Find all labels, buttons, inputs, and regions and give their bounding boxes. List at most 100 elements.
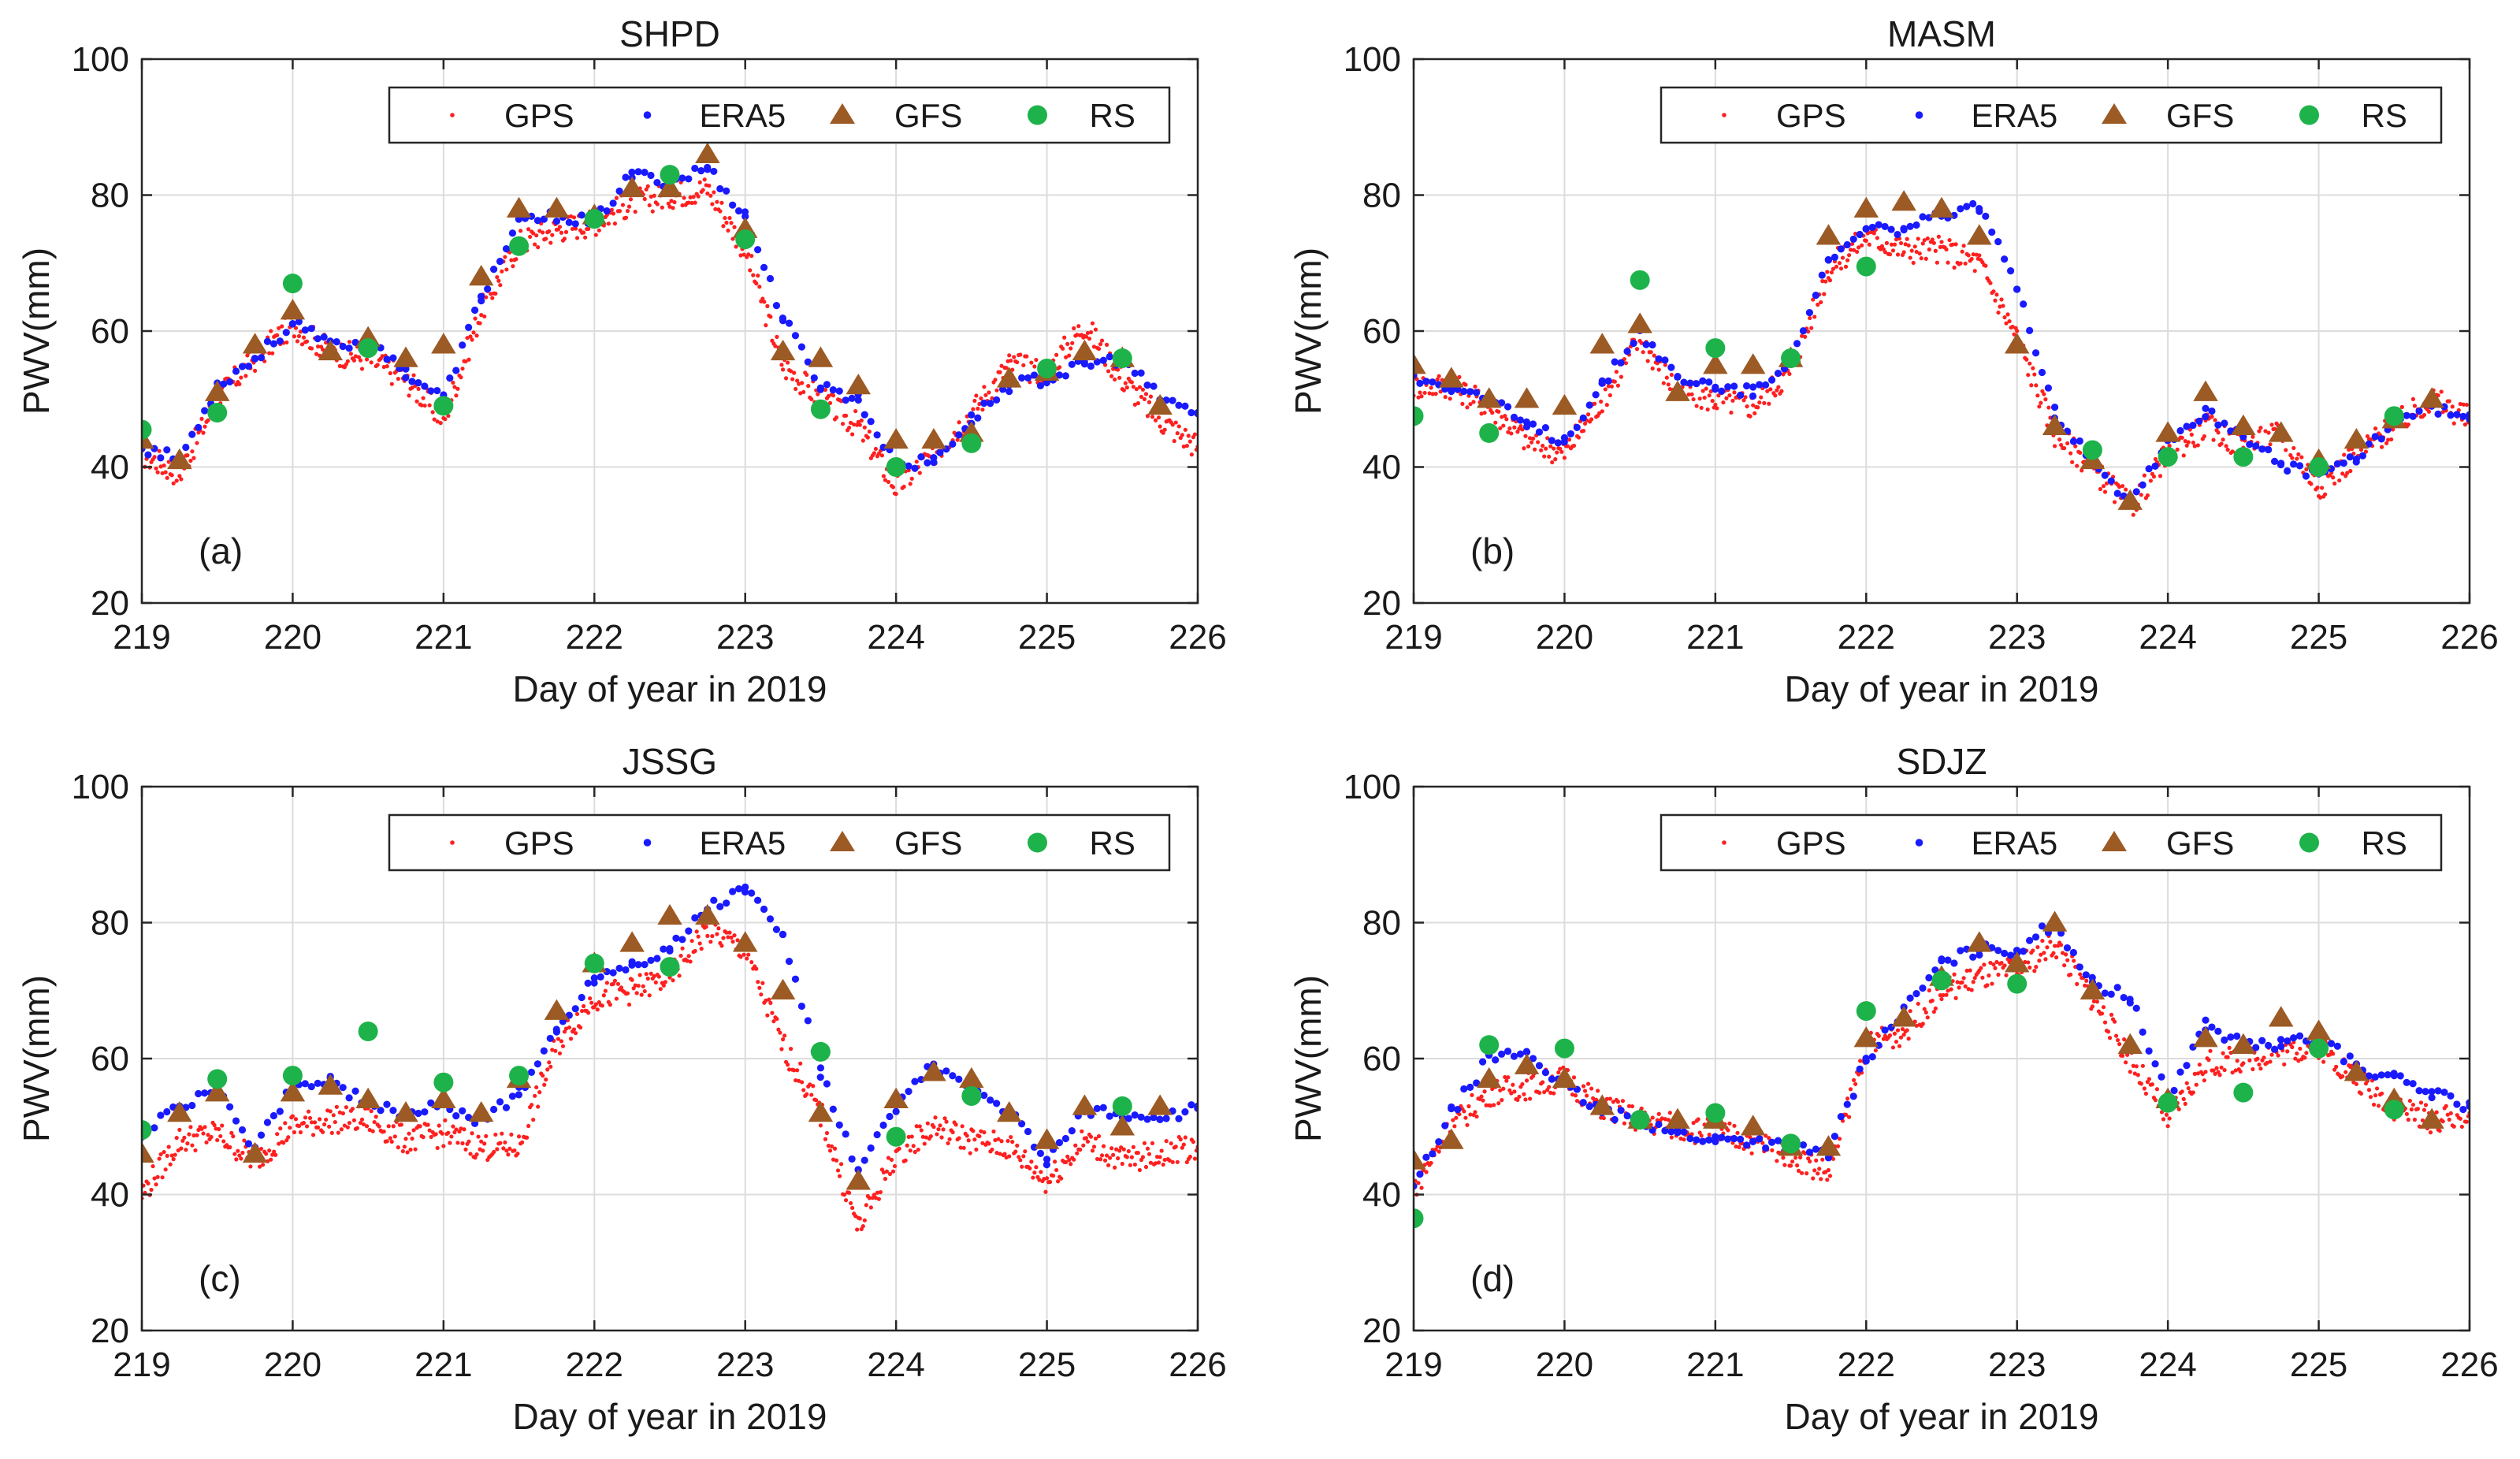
- gfs-point: [959, 1066, 984, 1089]
- gps-point: [455, 386, 460, 391]
- gps-point: [1111, 1152, 1116, 1157]
- gps-point: [537, 229, 542, 233]
- gps-point: [2002, 963, 2007, 968]
- gps-point: [699, 947, 704, 951]
- gps-point: [782, 1033, 787, 1038]
- gps-point: [1132, 402, 1137, 407]
- gps-point: [2078, 972, 2083, 977]
- gps-point: [474, 333, 479, 338]
- gfs-point: [2343, 428, 2369, 449]
- rs-point: [2158, 1092, 2178, 1113]
- gps-point: [1905, 1028, 1909, 1033]
- rs-point: [2309, 1038, 2329, 1059]
- gps-point: [2238, 1069, 2243, 1074]
- gps-point: [1059, 1176, 1064, 1181]
- gps-point: [1909, 248, 1914, 253]
- era5-point: [993, 1100, 1001, 1107]
- gps-point: [1925, 1015, 1930, 1020]
- gps-point: [1029, 1159, 1034, 1164]
- gps-point: [957, 1136, 961, 1141]
- gps-point: [1013, 1149, 1018, 1154]
- gps-point: [160, 471, 165, 475]
- era5-point: [584, 979, 592, 987]
- gps-point: [236, 1148, 240, 1153]
- era5-point: [2447, 1092, 2455, 1100]
- gps-point: [617, 209, 623, 214]
- rs-point: [358, 1022, 378, 1041]
- gps-point: [1576, 435, 1582, 440]
- gps-point: [1517, 1094, 1522, 1099]
- gps-point: [630, 977, 634, 982]
- gps-point: [1083, 1136, 1089, 1141]
- gps-point: [239, 1156, 243, 1161]
- gps-point: [1471, 400, 1476, 404]
- gps-point: [1067, 1158, 1072, 1163]
- gps-point: [2354, 1081, 2359, 1086]
- gps-point: [478, 321, 482, 326]
- gps-point: [1927, 247, 1931, 252]
- gps-point: [2258, 426, 2263, 430]
- era5-point: [742, 883, 749, 891]
- gps-point: [2255, 1056, 2260, 1061]
- gfs-point: [2117, 489, 2143, 510]
- gps-point: [2124, 1060, 2128, 1065]
- gps-point: [221, 1139, 226, 1144]
- era5-point: [2428, 1093, 2436, 1102]
- gps-point: [993, 1137, 998, 1143]
- gps-point: [1416, 395, 1421, 400]
- gps-point: [2064, 952, 2068, 957]
- gps-point: [786, 360, 790, 365]
- gps-point: [1667, 1111, 1672, 1115]
- gps-point: [388, 1136, 392, 1141]
- era5-point: [760, 263, 768, 271]
- series-gfs: [142, 903, 1173, 1190]
- gps-point: [295, 339, 300, 344]
- gps-point: [832, 1146, 838, 1151]
- gps-point: [275, 1132, 280, 1137]
- y-tick-label: 60: [91, 1040, 129, 1078]
- gps-point: [835, 1168, 841, 1173]
- era5-point: [1623, 1111, 1631, 1120]
- gps-point: [1816, 302, 1820, 307]
- chart-title: SDJZ: [1897, 741, 1987, 782]
- gps-point: [840, 422, 846, 426]
- y-axis-label: PWV(mm): [16, 248, 57, 415]
- gps-point: [562, 236, 567, 241]
- gps-point: [163, 1167, 168, 1172]
- gps-point: [1470, 1092, 1474, 1097]
- gps-point: [1047, 1179, 1053, 1185]
- rs-point: [1781, 1133, 1801, 1154]
- era5-point: [565, 218, 573, 226]
- rs-point: [509, 1066, 530, 1086]
- gps-point: [2026, 373, 2031, 378]
- era5-point: [2006, 951, 2015, 959]
- gps-point: [2153, 456, 2158, 462]
- gps-point: [990, 1147, 994, 1152]
- gps-point: [1955, 980, 1960, 984]
- rs-point: [1112, 348, 1132, 368]
- gps-point: [811, 1084, 816, 1089]
- gps-point: [897, 1146, 901, 1151]
- era5-point: [1963, 203, 1971, 210]
- gps-point: [971, 407, 976, 411]
- gps-point: [1608, 1096, 1612, 1101]
- gps-point: [1053, 1159, 1057, 1164]
- gps-point: [1853, 1081, 1858, 1086]
- gps-point: [919, 1128, 924, 1133]
- gps-point: [626, 204, 632, 209]
- gps-point: [680, 946, 685, 951]
- gps-point: [2422, 412, 2427, 418]
- era5-point: [1516, 1050, 1525, 1058]
- gps-point: [419, 403, 424, 408]
- legend-label-gps: GPS: [1776, 97, 1846, 134]
- gps-point: [1697, 396, 1702, 401]
- gps-point: [1448, 396, 1452, 401]
- x-axis-label: Day of year in 2019: [513, 668, 827, 709]
- gps-point: [738, 253, 743, 258]
- gps-point: [1028, 1166, 1032, 1171]
- gps-point: [872, 451, 876, 456]
- era5-point: [597, 973, 604, 981]
- era5-point: [1912, 221, 1920, 229]
- gps-point: [589, 1000, 594, 1005]
- gps-point: [1582, 1089, 1588, 1093]
